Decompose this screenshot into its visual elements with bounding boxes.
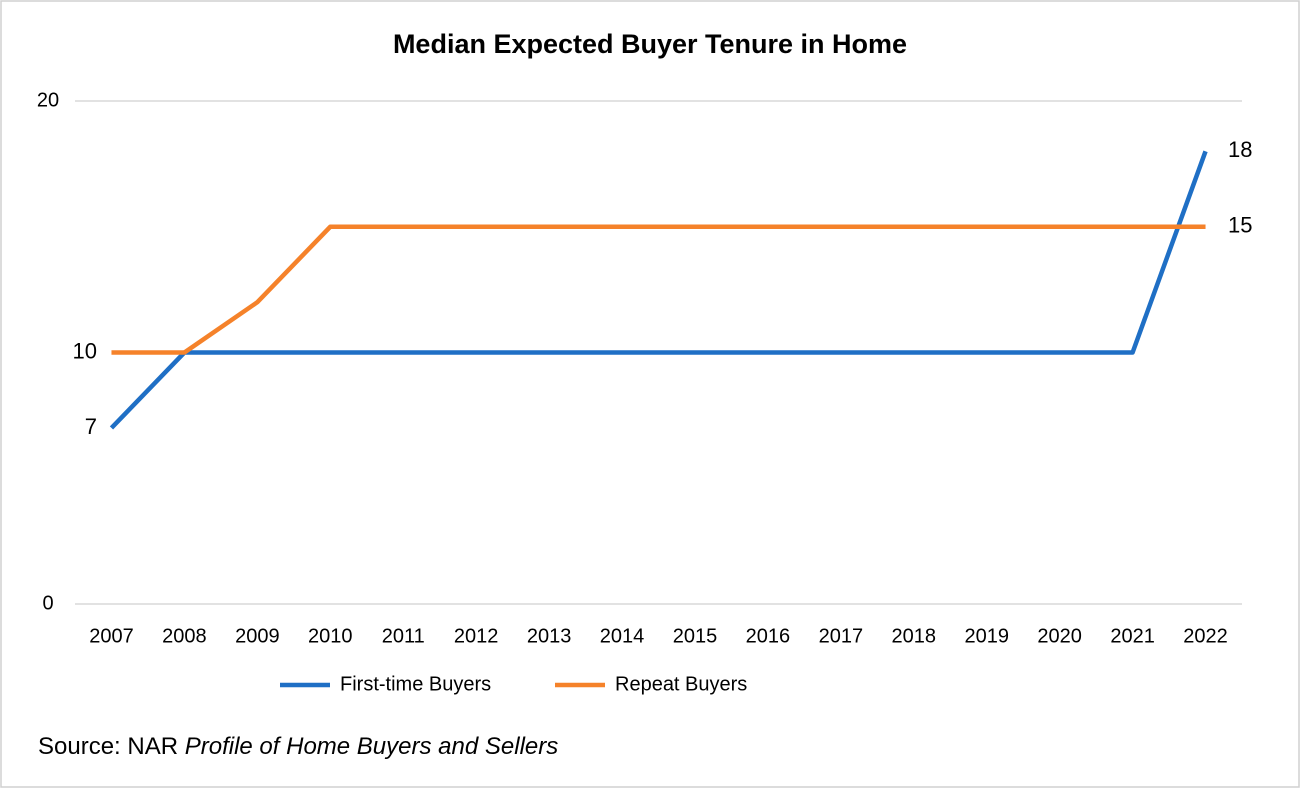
- legend-label: First-time Buyers: [340, 673, 491, 695]
- data-label: 15: [1228, 213, 1252, 238]
- source: Source: NAR Profile of Home Buyers and S…: [38, 733, 558, 760]
- data-label: 18: [1228, 137, 1252, 162]
- x-tick-label: 2007: [89, 625, 134, 647]
- x-tick-label: 2017: [819, 625, 864, 647]
- y-tick-label: 0: [42, 592, 53, 614]
- data-label: 7: [85, 414, 97, 439]
- x-tick-label: 2012: [454, 625, 499, 647]
- x-tick-label: 2016: [746, 625, 791, 647]
- x-tick-label: 2013: [527, 625, 572, 647]
- x-tick-label: 2021: [1110, 625, 1155, 647]
- x-tick-label: 2011: [382, 625, 425, 647]
- x-tick-label: 2022: [1183, 625, 1228, 647]
- x-tick-label: 2015: [673, 625, 718, 647]
- x-tick-label: 2019: [964, 625, 1009, 647]
- source-title: Profile of Home Buyers and Sellers: [185, 733, 559, 760]
- legend-label: Repeat Buyers: [615, 673, 747, 695]
- x-tick-label: 2008: [162, 625, 207, 647]
- chart-title: Median Expected Buyer Tenure in Home: [393, 29, 907, 59]
- y-tick-label: 20: [37, 89, 59, 111]
- x-tick-label: 2020: [1037, 625, 1082, 647]
- x-tick-label: 2018: [892, 625, 937, 647]
- series-line: [109, 150, 1208, 430]
- source-prefix: Source: NAR: [38, 733, 178, 760]
- x-tick-label: 2009: [235, 625, 280, 647]
- series-line: [111, 224, 1206, 355]
- x-tick-label: 2010: [308, 625, 353, 647]
- x-tick-label: 2014: [600, 625, 645, 647]
- data-label: 10: [73, 338, 97, 363]
